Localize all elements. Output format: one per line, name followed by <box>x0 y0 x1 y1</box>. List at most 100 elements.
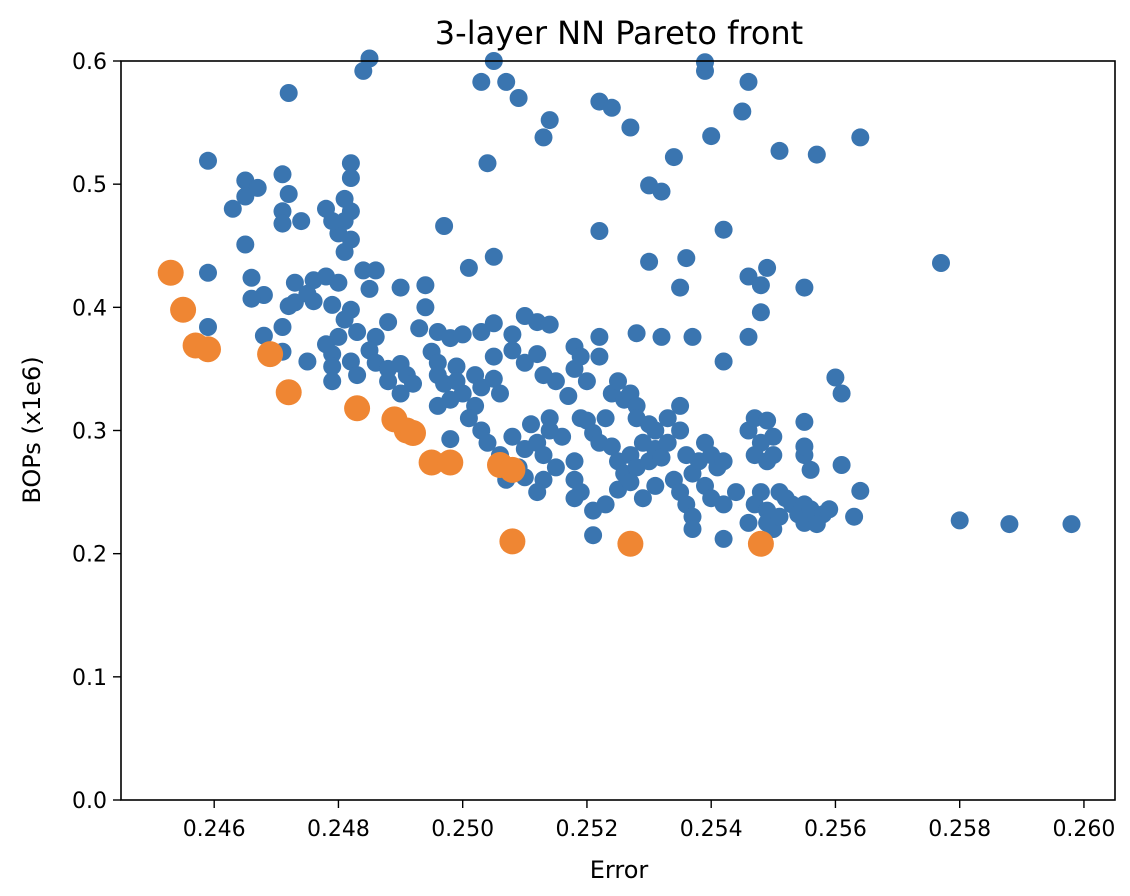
data-point <box>484 247 503 266</box>
data-point <box>428 396 447 415</box>
data-point <box>640 252 659 271</box>
data-point <box>832 456 851 474</box>
data-point <box>832 384 851 403</box>
data-point <box>273 318 292 336</box>
data-point <box>279 185 298 203</box>
data-point <box>658 409 677 428</box>
data-point <box>696 53 714 72</box>
pareto-point <box>747 530 774 557</box>
x-tick-label: 0.246 <box>183 817 246 842</box>
data-point <box>851 481 870 500</box>
data-point <box>348 366 367 385</box>
data-point <box>497 72 516 91</box>
data-point <box>292 212 311 231</box>
data-point <box>714 529 733 548</box>
data-point <box>323 212 342 231</box>
data-point <box>435 217 454 235</box>
data-point <box>354 261 373 280</box>
data-point <box>335 242 354 261</box>
data-point <box>845 507 864 526</box>
data-point <box>571 347 590 366</box>
data-point <box>453 325 472 344</box>
data-point <box>671 278 690 297</box>
data-point <box>807 515 826 534</box>
data-point <box>801 460 820 479</box>
data-point <box>540 421 559 440</box>
data-point <box>596 495 615 514</box>
pareto-point <box>499 456 526 483</box>
data-point <box>633 489 652 508</box>
data-point <box>236 235 255 254</box>
data-point <box>459 409 478 428</box>
pareto-point <box>275 379 302 406</box>
pareto-point <box>418 449 445 476</box>
data-point <box>602 98 621 117</box>
y-tick-label: 0.4 <box>72 296 107 321</box>
data-point <box>764 446 783 465</box>
data-point <box>733 102 752 121</box>
series-pareto-points <box>157 259 774 557</box>
data-point <box>621 473 640 492</box>
data-point <box>826 368 845 387</box>
x-tick-label: 0.260 <box>1052 817 1115 842</box>
chart-title: 3-layer NN Pareto front <box>435 14 803 52</box>
data-point <box>391 278 410 297</box>
data-point <box>199 263 217 282</box>
data-point <box>540 409 559 428</box>
data-point <box>658 433 677 452</box>
data-point <box>932 254 950 272</box>
x-tick-label: 0.250 <box>431 817 494 842</box>
data-point <box>391 384 410 403</box>
data-point <box>540 315 559 334</box>
data-point <box>341 352 360 371</box>
data-point <box>652 182 671 201</box>
data-point <box>851 128 870 147</box>
y-tick-label: 0.2 <box>72 543 107 568</box>
data-point <box>329 327 348 346</box>
data-point <box>348 323 367 341</box>
data-point <box>590 347 609 366</box>
data-point <box>751 483 770 502</box>
x-tick-label: 0.254 <box>680 817 743 842</box>
data-point <box>323 372 342 391</box>
y-tick-label: 0.1 <box>72 666 107 691</box>
data-point <box>770 141 789 160</box>
data-point <box>534 128 553 147</box>
data-point <box>199 151 217 170</box>
data-point <box>522 415 540 434</box>
data-point <box>410 319 429 338</box>
data-point <box>590 222 609 240</box>
data-point <box>646 421 665 440</box>
data-point <box>671 396 690 415</box>
data-point <box>565 489 584 508</box>
data-point <box>627 396 646 415</box>
data-point <box>379 313 398 332</box>
data-point <box>770 507 789 526</box>
pareto-point <box>499 528 526 555</box>
data-point <box>714 495 733 514</box>
data-point <box>509 89 528 107</box>
data-point <box>807 145 826 164</box>
pareto-point <box>617 530 644 557</box>
data-point <box>652 448 671 467</box>
data-point <box>335 310 354 329</box>
y-tick-label: 0.3 <box>72 420 107 445</box>
data-point <box>546 458 565 477</box>
data-point <box>273 165 292 184</box>
data-point <box>652 327 671 346</box>
data-point <box>379 372 398 391</box>
plot-area <box>157 49 1081 557</box>
series-all-points <box>199 49 1081 548</box>
data-point <box>1000 515 1019 534</box>
data-point <box>621 118 640 137</box>
data-point <box>298 352 317 371</box>
pareto-point <box>344 395 371 422</box>
data-point <box>416 276 435 295</box>
data-point <box>739 72 758 91</box>
data-point <box>341 154 360 173</box>
data-point <box>323 345 342 364</box>
data-point <box>366 261 385 280</box>
data-point <box>596 409 615 428</box>
data-point <box>602 437 621 456</box>
data-point <box>795 437 814 456</box>
